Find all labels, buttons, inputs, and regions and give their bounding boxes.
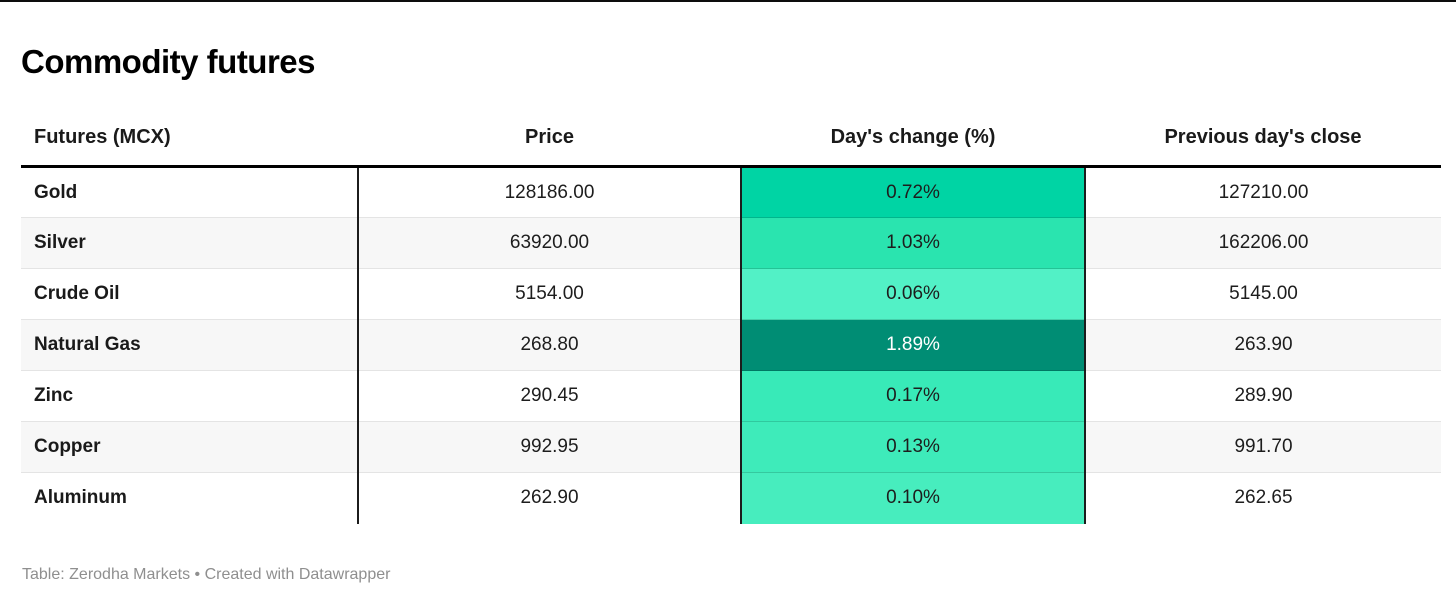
cell-futures-name: Natural Gas <box>21 319 358 371</box>
cell-price: 5154.00 <box>357 268 741 320</box>
table-row: Crude Oil 5154.00 0.06% 5145.00 <box>21 268 1441 320</box>
cell-prev-close: 162206.00 <box>1084 217 1441 269</box>
cell-futures-name: Aluminum <box>34 487 127 509</box>
cell-price: 992.95 <box>357 421 741 473</box>
cell-futures-name: Zinc <box>21 370 358 422</box>
page-title: Commodity futures <box>21 43 316 81</box>
table-row: Natural Gas 268.80 1.89% 263.90 <box>21 319 1441 371</box>
header-row: Futures (MCX) Price Day's change (%) Pre… <box>21 110 1441 168</box>
cell-price: 128186.00 <box>357 166 741 218</box>
table-row: Silver 63920.00 1.03% 162206.00 <box>21 217 1441 269</box>
table-attribution: Table: Zerodha Markets • Created with Da… <box>22 566 391 583</box>
column-header-price: Price <box>358 110 741 168</box>
cell-days-change: 0.13% <box>740 421 1085 473</box>
cell-days-change: 0.17% <box>740 370 1085 422</box>
cell-price: 290.45 <box>357 370 741 422</box>
cell-prev-close: 289.90 <box>1084 370 1441 422</box>
cell-price: 63920.00 <box>357 217 741 269</box>
cell-days-change: 1.03% <box>740 217 1085 269</box>
cell-prev-close: 262.65 <box>1084 472 1441 524</box>
cell-futures-name: Crude Oil <box>21 268 358 320</box>
cell-days-change: 0.72% <box>740 166 1085 218</box>
cell-days-change: 0.10% <box>740 472 1085 524</box>
commodity-futures-table: Futures (MCX) Price Day's change (%) Pre… <box>21 110 1441 524</box>
table-header: Futures (MCX) Price Day's change (%) Pre… <box>21 110 1441 168</box>
top-border-line <box>0 0 1456 2</box>
column-header-prev-close: Previous day's close <box>1085 110 1441 168</box>
column-header-days-change: Day's change (%) <box>741 110 1085 168</box>
table-body: Gold 128186.00 0.72% 127210.00 Silver 63920.0… <box>21 166 1441 524</box>
cell-futures-name: Silver <box>21 217 358 269</box>
table-row: Aluminum 262.90 0.10% 262.65 <box>21 472 1441 524</box>
column-header-futures: Futures (MCX) <box>21 110 358 168</box>
table-row: Zinc 290.45 0.17% 289.90 <box>21 370 1441 422</box>
cell-days-change: 0.06% <box>740 268 1085 320</box>
cell-price: 268.80 <box>357 319 741 371</box>
cell-futures-name: Gold <box>21 166 358 218</box>
cell-price: 262.90 <box>357 472 741 524</box>
cell-prev-close: 263.90 <box>1084 319 1441 371</box>
cell-futures-name: Copper <box>21 421 358 473</box>
cell-prev-close: 991.70 <box>1084 421 1441 473</box>
cell-prev-close: 5145.00 <box>1084 268 1441 320</box>
table-row: Copper 992.95 0.13% 991.70 <box>21 421 1441 473</box>
cell-days-change: 1.89% <box>740 319 1085 371</box>
cell-prev-close: 127210.00 <box>1084 166 1441 218</box>
table-row: Gold 128186.00 0.72% 127210.00 <box>21 166 1441 218</box>
